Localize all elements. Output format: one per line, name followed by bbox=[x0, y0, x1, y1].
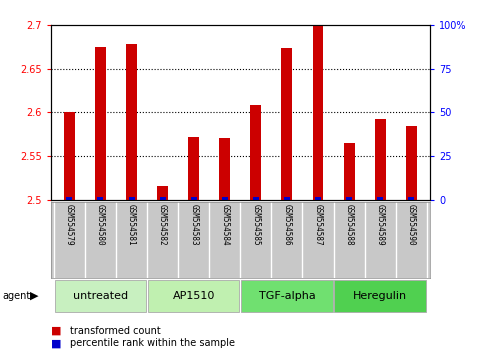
Bar bbox=[313, 25, 324, 200]
Bar bbox=[282, 47, 292, 200]
Text: GSM554581: GSM554581 bbox=[127, 204, 136, 246]
Text: ■: ■ bbox=[51, 338, 61, 348]
Bar bbox=[55, 280, 146, 312]
Bar bbox=[222, 197, 228, 200]
Bar bbox=[66, 197, 72, 200]
Bar bbox=[95, 47, 106, 200]
Bar bbox=[406, 126, 417, 200]
Bar bbox=[159, 197, 166, 200]
Text: GSM554583: GSM554583 bbox=[189, 204, 198, 246]
Text: AP1510: AP1510 bbox=[172, 291, 215, 301]
Text: ■: ■ bbox=[51, 326, 61, 336]
Bar bbox=[334, 280, 426, 312]
Bar bbox=[188, 137, 199, 200]
Text: TGF-alpha: TGF-alpha bbox=[258, 291, 315, 301]
Text: Heregulin: Heregulin bbox=[353, 291, 407, 301]
Text: GSM554580: GSM554580 bbox=[96, 204, 105, 246]
Bar bbox=[377, 197, 383, 200]
Text: GDS4361 / 8106763: GDS4361 / 8106763 bbox=[46, 0, 200, 2]
Text: percentile rank within the sample: percentile rank within the sample bbox=[70, 338, 235, 348]
Text: GSM554584: GSM554584 bbox=[220, 204, 229, 246]
Bar bbox=[64, 113, 75, 200]
Bar bbox=[375, 119, 385, 200]
Bar bbox=[250, 105, 261, 200]
Text: GSM554587: GSM554587 bbox=[313, 204, 323, 246]
Bar bbox=[284, 197, 290, 200]
Text: GSM554588: GSM554588 bbox=[344, 204, 354, 246]
Bar bbox=[98, 197, 103, 200]
Text: GSM554585: GSM554585 bbox=[251, 204, 260, 246]
Text: GSM554590: GSM554590 bbox=[407, 204, 416, 246]
Bar bbox=[157, 186, 168, 200]
Text: agent: agent bbox=[2, 291, 30, 301]
Bar bbox=[128, 197, 134, 200]
Text: GSM554579: GSM554579 bbox=[65, 204, 74, 246]
Bar bbox=[408, 197, 414, 200]
Text: GSM554582: GSM554582 bbox=[158, 204, 167, 246]
Bar bbox=[346, 197, 352, 200]
Text: GSM554589: GSM554589 bbox=[376, 204, 384, 246]
Text: ▶: ▶ bbox=[30, 291, 39, 301]
Bar bbox=[148, 280, 240, 312]
Bar bbox=[126, 44, 137, 200]
Text: GSM554586: GSM554586 bbox=[283, 204, 291, 246]
Bar bbox=[315, 197, 321, 200]
Bar bbox=[241, 280, 333, 312]
Bar bbox=[343, 143, 355, 200]
Bar bbox=[219, 138, 230, 200]
Text: transformed count: transformed count bbox=[70, 326, 161, 336]
Bar bbox=[191, 197, 197, 200]
Bar bbox=[253, 197, 259, 200]
Text: untreated: untreated bbox=[73, 291, 128, 301]
